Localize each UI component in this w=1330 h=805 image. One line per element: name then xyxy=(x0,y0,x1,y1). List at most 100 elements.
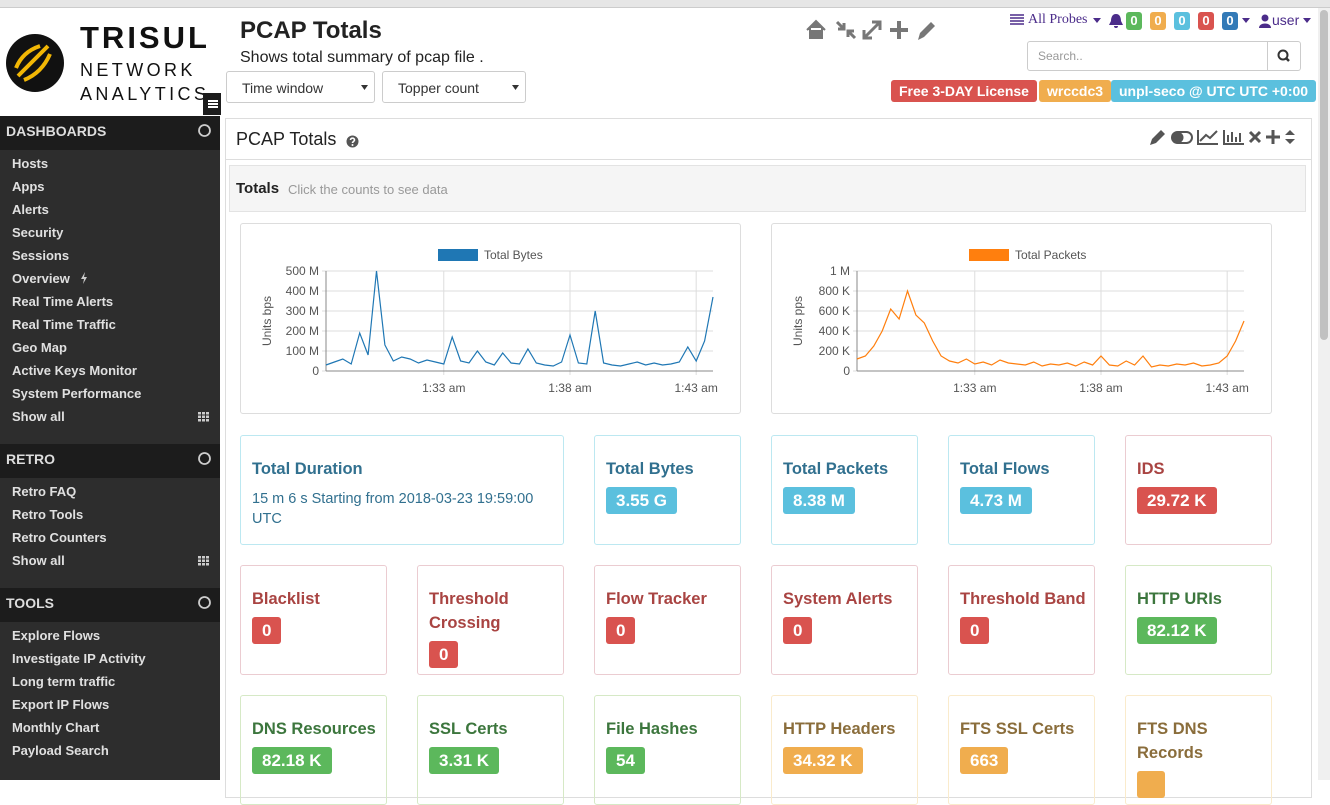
caret xyxy=(1242,18,1250,23)
tile-value[interactable]: 3.31 K xyxy=(429,747,500,774)
tile-value[interactable]: 0 xyxy=(960,617,990,644)
add-icon[interactable] xyxy=(890,21,908,39)
caret xyxy=(361,85,368,90)
bar-chart-icon[interactable] xyxy=(1223,130,1244,145)
nav-item[interactable]: Payload Search xyxy=(12,743,109,758)
toggle-icon[interactable] xyxy=(1171,131,1193,144)
alert-count[interactable]: 0 xyxy=(1198,12,1214,30)
sort-icon[interactable] xyxy=(1285,130,1295,144)
home-icon[interactable] xyxy=(806,19,826,39)
add-icon[interactable] xyxy=(1266,130,1280,144)
nav-item[interactable]: Apps xyxy=(12,179,45,194)
alert-count[interactable]: 0 xyxy=(1150,12,1166,30)
legend-swatch xyxy=(438,249,478,261)
chart-box: 0 100 M 200 M 300 M 400 M 500 M 1:33 am 1:38 am… xyxy=(240,223,741,414)
x-tick-label: 1:38 am xyxy=(548,381,591,395)
tile-value[interactable]: 4.73 M xyxy=(960,487,1032,514)
tile-value[interactable]: 54 xyxy=(606,747,645,774)
compress-icon[interactable] xyxy=(835,20,857,40)
nav-item[interactable]: Active Keys Monitor xyxy=(12,363,137,378)
nav-item[interactable]: Retro Tools xyxy=(12,507,84,522)
tile[interactable]: Total Packets 8.38 M xyxy=(771,435,918,545)
tile[interactable]: FTS DNS Records xyxy=(1125,695,1272,805)
flag-icon xyxy=(1010,14,1024,25)
select[interactable]: Topper count xyxy=(382,71,526,103)
search-button[interactable] xyxy=(1267,41,1301,71)
tile[interactable]: Threshold Band 0 xyxy=(948,565,1095,675)
tile-title: Total Packets xyxy=(783,460,889,478)
tile-value[interactable]: 82.12 K xyxy=(1137,617,1217,644)
x-tick-label: 1:33 am xyxy=(953,381,996,395)
nav-item[interactable]: Show all xyxy=(0,405,220,428)
toolbar-icons xyxy=(806,19,935,40)
alert-count[interactable]: 0 xyxy=(1174,12,1190,30)
nav-item[interactable]: Sessions xyxy=(12,248,70,263)
close-icon[interactable] xyxy=(1248,130,1262,144)
tile[interactable]: System Alerts 0 xyxy=(771,565,918,675)
tile[interactable]: IDS 29.72 K xyxy=(1125,435,1272,545)
tile[interactable]: DNS Resources 82.18 K xyxy=(240,695,387,805)
scroll-thumb[interactable] xyxy=(1320,10,1328,340)
tile[interactable]: File Hashes 54 xyxy=(594,695,741,805)
tile[interactable]: HTTP URIs 82.12 K xyxy=(1125,565,1272,675)
tile[interactable]: SSL Certs 3.31 K xyxy=(417,695,564,805)
tile[interactable]: Blacklist 0 xyxy=(240,565,387,675)
tile[interactable]: Total Duration 15 m 6 s Starting from 201… xyxy=(240,435,564,545)
alert-count[interactable]: 0 xyxy=(1222,12,1238,30)
nav-item[interactable]: Retro Counters xyxy=(12,530,107,545)
y-axis-label: Units pps xyxy=(791,296,805,346)
tile[interactable]: FTS SSL Certs 663 xyxy=(948,695,1095,805)
nav-item[interactable]: Geo Map xyxy=(12,340,67,355)
caret xyxy=(512,85,519,90)
help-icon[interactable] xyxy=(346,135,359,148)
nav-item[interactable]: Retro FAQ xyxy=(12,484,77,499)
bell-icon[interactable] xyxy=(1108,13,1124,29)
nav-item[interactable]: Overview xyxy=(0,267,220,290)
tile-value[interactable]: 0 xyxy=(429,641,459,668)
tile-value[interactable]: 82.18 K xyxy=(252,747,332,774)
edit-icon[interactable] xyxy=(1150,130,1165,145)
menu-toggle[interactable] xyxy=(203,93,221,115)
tile[interactable]: Threshold Crossing 0 xyxy=(417,565,564,675)
tile-value[interactable]: 8.38 M xyxy=(783,487,855,514)
nav-item[interactable]: Real Time Alerts xyxy=(12,294,114,309)
tile-value[interactable]: 0 xyxy=(783,617,813,644)
section-icon xyxy=(198,452,211,465)
line-chart-icon[interactable] xyxy=(1197,130,1218,145)
tile-value[interactable]: 29.72 K xyxy=(1137,487,1217,514)
brand-line: ANALYTICS xyxy=(80,84,210,104)
nav-item[interactable]: Export IP Flows xyxy=(12,697,110,712)
nav-item[interactable]: Explore Flows xyxy=(12,628,101,643)
nav-item[interactable]: Security xyxy=(12,225,64,240)
tile[interactable]: HTTP Headers 34.32 K xyxy=(771,695,918,805)
user-menu[interactable]: user xyxy=(1272,12,1300,28)
page-title: PCAP Totals xyxy=(240,17,382,44)
grid-dot xyxy=(198,556,201,559)
tile[interactable]: Total Flows 4.73 M xyxy=(948,435,1095,545)
nav-item[interactable]: Real Time Traffic xyxy=(12,317,116,332)
chart: 0 100 M 200 M 300 M 400 M 500 M 1:33 am 1:38 am… xyxy=(260,248,718,395)
tile-value[interactable]: 0 xyxy=(606,617,636,644)
tile-value[interactable]: 34.32 K xyxy=(783,747,863,774)
tile[interactable]: Flow Tracker 0 xyxy=(594,565,741,675)
nav-item[interactable]: System Performance xyxy=(12,386,142,401)
nav-item[interactable]: Alerts xyxy=(12,202,49,217)
probes-menu[interactable]: All Probes xyxy=(1028,12,1088,27)
search-input[interactable]: Search.. xyxy=(1027,41,1268,71)
nav-item[interactable]: Hosts xyxy=(12,156,49,171)
x-tick-label: 1:43 am xyxy=(1205,381,1248,395)
nav-item[interactable]: Monthly Chart xyxy=(12,720,100,735)
nav-item[interactable]: Long term traffic xyxy=(12,674,116,689)
nav-item[interactable]: Investigate IP Activity xyxy=(12,651,146,666)
expand-icon[interactable] xyxy=(862,20,882,40)
logo: TRISUL NETWORK ANALYTICS xyxy=(0,8,220,116)
tile-value[interactable]: 663 xyxy=(960,747,1009,774)
select[interactable]: Time window xyxy=(226,71,375,103)
alert-count[interactable]: 0 xyxy=(1126,12,1142,30)
edit-icon[interactable] xyxy=(918,22,935,40)
tile-value[interactable]: 0 xyxy=(252,617,282,644)
nav-item[interactable]: Show all xyxy=(0,549,220,572)
tile[interactable]: Total Bytes 3.55 G xyxy=(594,435,741,545)
sidebar: DASHBOARDS Hosts Apps Alerts Security Session… xyxy=(0,116,220,780)
tile-value[interactable]: 3.55 G xyxy=(606,487,678,514)
